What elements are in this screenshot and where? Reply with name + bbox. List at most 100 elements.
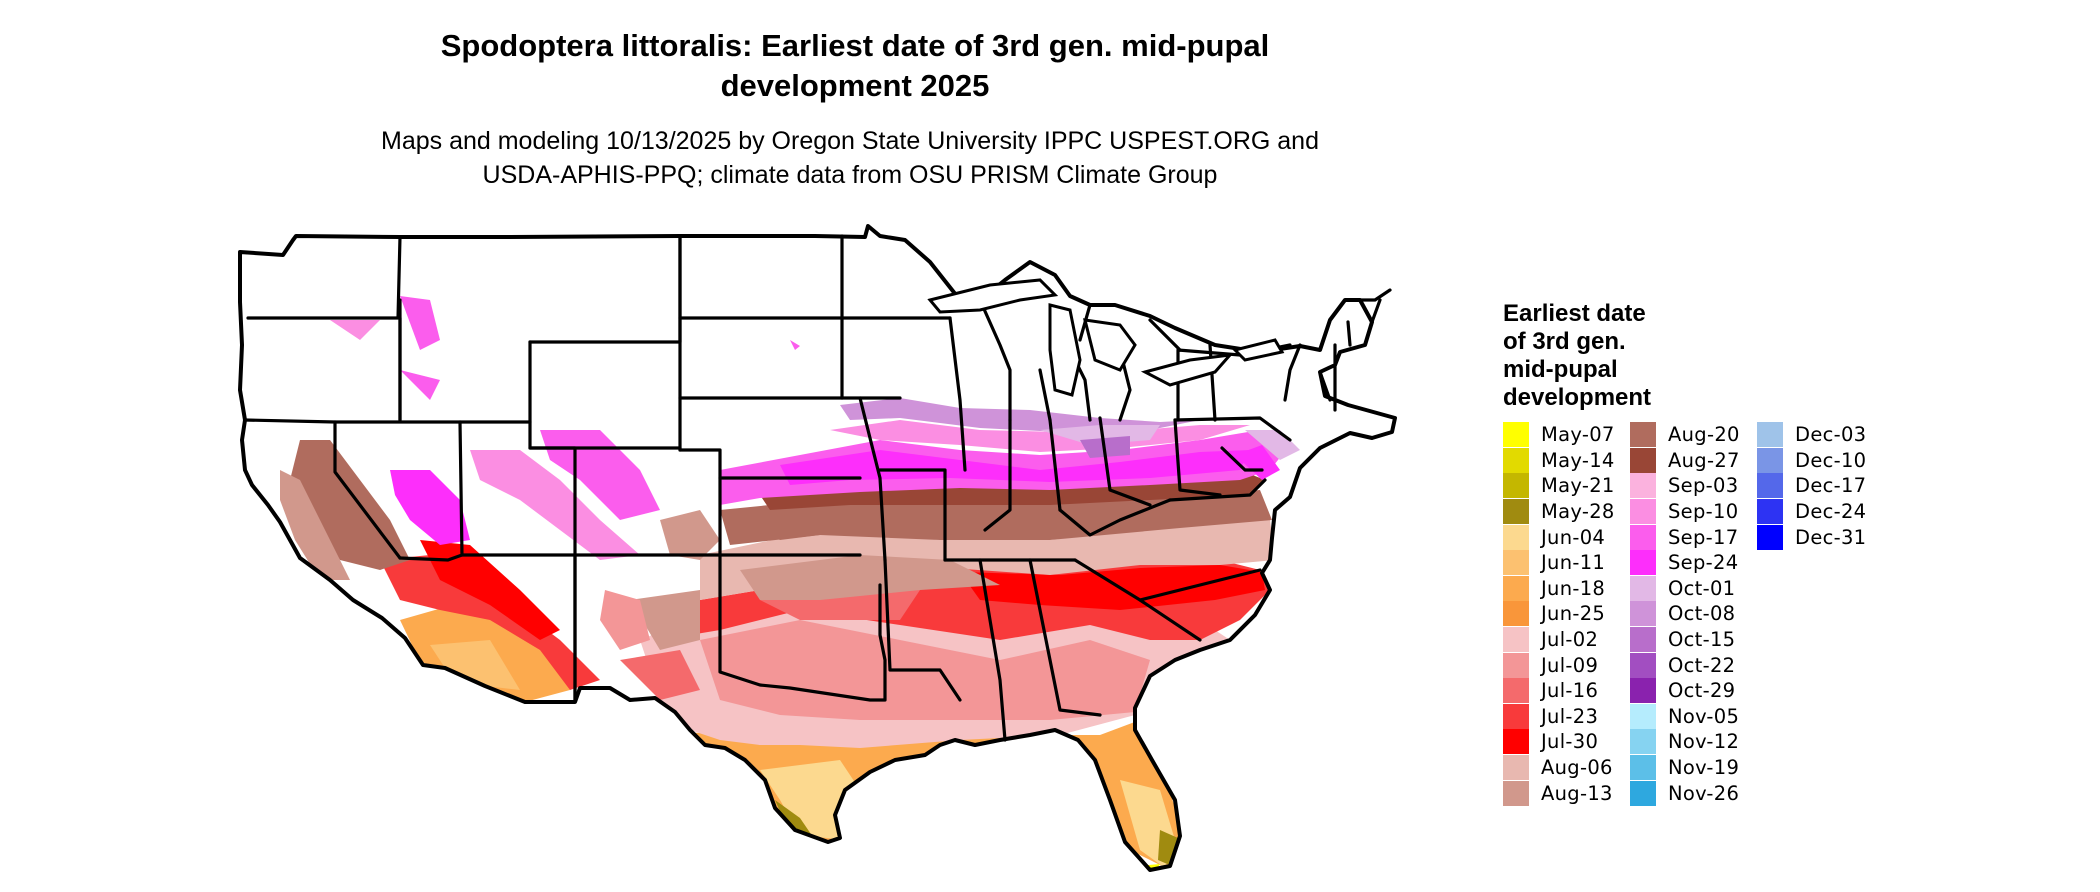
legend-item: Dec-31 (1757, 524, 1882, 550)
legend-item: Jun-11 (1503, 550, 1628, 576)
legend-item: Aug-20 (1630, 422, 1755, 448)
legend-label: Sep-17 (1668, 525, 1739, 549)
legend-swatch (1503, 601, 1529, 627)
legend-item: Oct-29 (1630, 678, 1755, 704)
legend-swatch (1630, 780, 1656, 806)
legend-swatch (1503, 703, 1529, 729)
legend-label: Jul-16 (1541, 679, 1599, 703)
subtitle-line-1: Maps and modeling 10/13/2025 by Oregon S… (381, 127, 1319, 155)
great-lakes (927, 278, 1285, 397)
legend-label: Dec-17 (1795, 474, 1867, 498)
title-line-2: development 2025 (720, 68, 990, 103)
legend-label: Oct-01 (1668, 576, 1736, 600)
legend-column: Aug-20 Aug-27 Sep-03 Sep-10 Sep-17 Sep-24 Oct-… (1630, 422, 1755, 806)
legend-swatch (1630, 601, 1656, 627)
legend-item: Jun-04 (1503, 524, 1628, 550)
legend-swatch (1757, 473, 1783, 499)
legend-item: Nov-12 (1630, 729, 1755, 755)
subtitle-line-2: USDA-APHIS-PPQ; climate data from OSU PR… (482, 161, 1218, 189)
legend-swatch (1630, 729, 1656, 755)
legend-swatch (1503, 755, 1529, 781)
legend-item: Sep-24 (1630, 550, 1755, 576)
legend-label: Nov-26 (1668, 781, 1740, 805)
legend-swatch (1630, 627, 1656, 653)
legend-swatch (1630, 524, 1656, 550)
legend-item: Oct-01 (1630, 575, 1755, 602)
legend-swatch (1503, 780, 1529, 806)
legend-item: Dec-10 (1757, 447, 1882, 474)
legend-label: Jun-11 (1541, 551, 1606, 575)
legend-swatch (1630, 422, 1656, 448)
legend-item: May-14 (1503, 447, 1628, 474)
legend-item: Jun-25 (1503, 601, 1628, 627)
legend-swatch (1503, 550, 1529, 576)
legend-swatch (1630, 703, 1656, 729)
legend-label: Dec-31 (1795, 525, 1867, 549)
legend-swatch (1503, 524, 1529, 550)
legend-swatch (1630, 652, 1656, 678)
legend-item: Dec-24 (1757, 499, 1882, 525)
legend-item: Nov-19 (1630, 755, 1755, 781)
legend-swatch (1503, 447, 1529, 473)
legend-swatch (1503, 729, 1529, 755)
legend-item: Jul-16 (1503, 678, 1628, 704)
legend-item: Nov-26 (1630, 780, 1755, 806)
legend-swatch (1630, 499, 1656, 525)
legend-label: Jul-09 (1541, 653, 1599, 677)
legend-item: Sep-03 (1630, 473, 1755, 499)
legend-label: Oct-15 (1668, 628, 1736, 652)
map-subtitle: Maps and modeling 10/13/2025 by Oregon S… (310, 124, 1390, 192)
legend-item: Sep-10 (1630, 499, 1755, 525)
title-line-1: Spodoptera littoralis: Earliest date of … (440, 28, 1270, 63)
legend-swatch (1503, 575, 1529, 601)
legend-label: Nov-05 (1668, 704, 1740, 728)
legend-label: Dec-03 (1795, 423, 1867, 447)
legend-label: Jun-25 (1541, 602, 1606, 626)
legend-label: Oct-29 (1668, 679, 1736, 703)
legend-swatch (1630, 447, 1656, 473)
legend-swatch (1630, 755, 1656, 781)
legend-item: May-28 (1503, 499, 1628, 525)
legend-label: Jun-04 (1541, 525, 1606, 549)
legend-swatch (1630, 678, 1656, 704)
legend-swatch (1757, 499, 1783, 525)
legend-item: Oct-22 (1630, 652, 1755, 678)
legend-label: May-28 (1541, 500, 1615, 524)
legend-item: Oct-15 (1630, 627, 1755, 653)
legend-title-line: development (1503, 384, 1652, 411)
legend-label: Oct-22 (1668, 653, 1736, 677)
legend-title-line: Earliest date (1503, 300, 1646, 327)
legend-item: May-21 (1503, 473, 1628, 499)
legend-item: Jul-09 (1503, 652, 1628, 678)
legend-label: Aug-20 (1668, 423, 1740, 447)
legend-swatch (1503, 422, 1529, 448)
legend-item: Jul-30 (1503, 729, 1628, 755)
legend-item: Aug-27 (1630, 447, 1755, 474)
legend-item: Aug-13 (1503, 780, 1628, 806)
legend-item: Jun-18 (1503, 575, 1628, 602)
legend-swatch (1503, 473, 1529, 499)
legend-item: Oct-08 (1630, 601, 1755, 627)
legend-label: Jul-30 (1541, 730, 1599, 754)
legend-swatch (1630, 550, 1656, 576)
legend-item: Nov-05 (1630, 703, 1755, 730)
legend-swatch (1503, 652, 1529, 678)
legend-label: Aug-06 (1541, 756, 1613, 780)
map-title: Spodoptera littoralis: Earliest date of … (380, 26, 1330, 106)
legend-swatch (1630, 575, 1656, 601)
legend-label: Dec-24 (1795, 500, 1867, 524)
legend-swatch (1630, 473, 1656, 499)
legend-swatch (1503, 499, 1529, 525)
legend-label: Jun-18 (1541, 576, 1606, 600)
legend-label: Nov-19 (1668, 756, 1740, 780)
legend-label: Sep-03 (1668, 474, 1739, 498)
legend-title: Earliest date of 3rd gen. mid-pupal deve… (1503, 300, 1703, 412)
legend-item: Jul-23 (1503, 703, 1628, 730)
legend-label: May-14 (1541, 448, 1615, 472)
legend-item: Aug-06 (1503, 755, 1628, 781)
legend-label: May-07 (1541, 423, 1615, 447)
legend-label: Jul-02 (1541, 628, 1599, 652)
legend-column: Dec-03 Dec-10 Dec-17 Dec-24 Dec-31 (1757, 422, 1882, 550)
legend-swatch (1503, 627, 1529, 653)
state-borders (243, 234, 1392, 742)
